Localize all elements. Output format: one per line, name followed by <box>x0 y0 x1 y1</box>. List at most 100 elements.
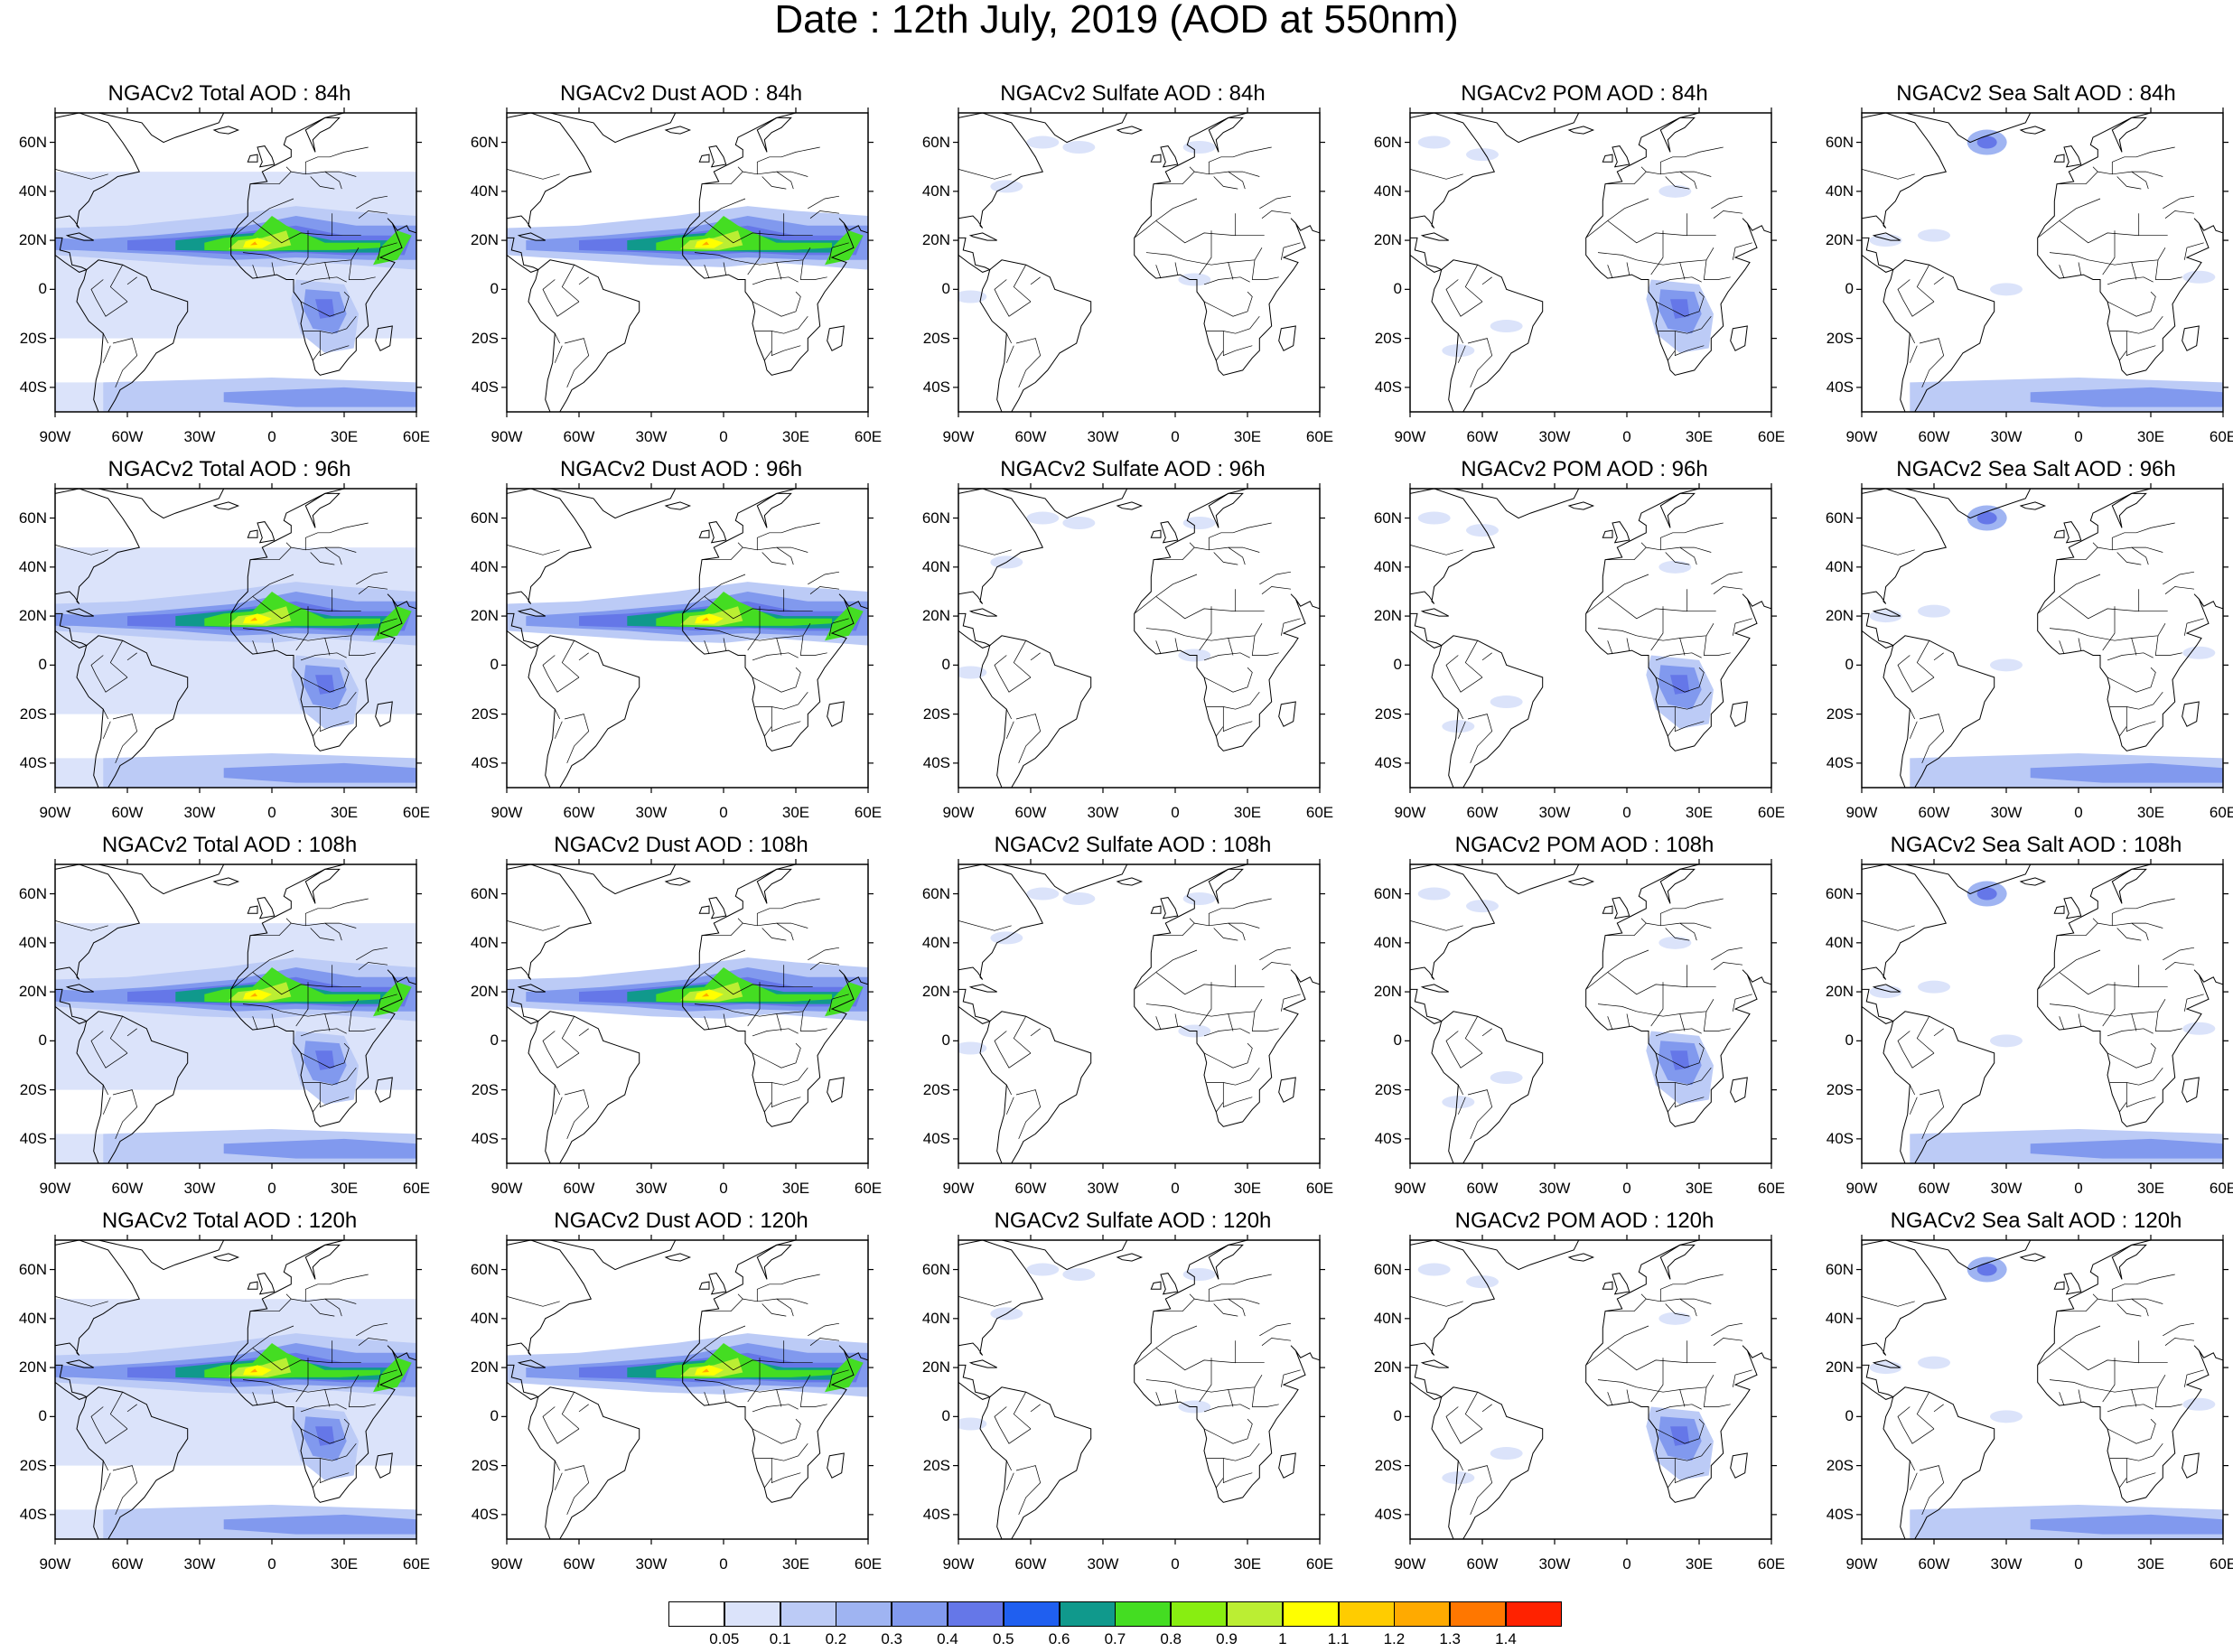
lat-tick-label: 60N <box>1825 133 1854 151</box>
lon-tick-label: 90W <box>1394 804 1426 821</box>
lon-tick-label: 90W <box>942 1180 975 1197</box>
colorbar-box <box>1282 1601 1339 1627</box>
lat-tick-label: 0 <box>38 656 47 674</box>
lon-tick-label: 0 <box>1171 1555 1180 1573</box>
panel-title: NGACv2 Sea Salt AOD : 84h <box>1896 81 2176 106</box>
colorbar-box <box>724 1601 780 1627</box>
map-panel-sulfate-0: NGACv2 Sulfate AOD : 84h 60N 40N 20N 0 20S 40S… <box>907 81 1359 457</box>
lon-tick-label: 0 <box>2074 1180 2083 1197</box>
lon-tick-label: 30E <box>1685 804 1714 821</box>
lon-tick-label: 30E <box>1233 804 1262 821</box>
lat-tick-label: 40N <box>921 933 950 951</box>
lon-tick-label: 60E <box>1305 1555 1334 1573</box>
map-frame <box>1409 1239 1772 1540</box>
lat-tick-label: 40S <box>471 1505 499 1523</box>
map-frame <box>1409 863 1772 1164</box>
lat-tick-label: 20S <box>1826 705 1854 723</box>
aod-field <box>1862 113 2223 412</box>
map-panel-salt-3: NGACv2 Sea Salt AOD : 120h 60N 40N 20N 0 20S 4… <box>1810 1209 2233 1584</box>
map-panel-total-0: NGACv2 Total AOD : 84h 60N 40N 20N 0 20S 40S 90… <box>4 81 455 457</box>
colorbar-box <box>1171 1601 1228 1627</box>
map-canvas <box>1405 1235 1777 1545</box>
lat-tick-label: 20N <box>1825 607 1854 625</box>
lat-tick-label: 20N <box>1373 231 1402 249</box>
lon-tick-label: 30E <box>781 1180 810 1197</box>
lat-tick-label: 40S <box>1826 378 1854 396</box>
lon-tick-label: 90W <box>1845 804 1878 821</box>
lat-tick-label: 0 <box>1845 280 1854 298</box>
colorbar-label: 0.7 <box>1104 1630 1126 1647</box>
lon-tick-label: 60E <box>1305 428 1334 445</box>
coastlines <box>1862 1240 2223 1539</box>
lon-tick-label: 60W <box>1918 1180 1950 1197</box>
coastlines <box>1410 489 1771 788</box>
lat-tick-label: 40S <box>922 1505 950 1523</box>
aod-field <box>1862 864 2223 1163</box>
aod-field <box>1862 489 2223 788</box>
map-canvas <box>501 107 874 417</box>
lat-tick-label: 40S <box>19 753 47 771</box>
lat-tick-label: 40N <box>1825 557 1854 575</box>
lon-tick-label: 60W <box>1466 804 1499 821</box>
colorbar-label: 0.3 <box>881 1630 902 1647</box>
lon-tick-label: 30E <box>781 428 810 445</box>
colorbar-label: 0.8 <box>1160 1630 1182 1647</box>
colorbar-box <box>1059 1601 1116 1627</box>
map-canvas <box>953 859 1325 1169</box>
lat-tick-label: 20N <box>18 607 47 625</box>
lat-tick-label: 60N <box>1825 1260 1854 1278</box>
lat-tick-label: 0 <box>941 1407 950 1425</box>
map-frame <box>54 488 417 789</box>
lon-tick-label: 30E <box>330 1555 359 1573</box>
map-canvas <box>501 1235 874 1545</box>
lat-tick-label: 60N <box>470 884 499 902</box>
lat-tick-label: 60N <box>18 884 47 902</box>
lat-tick-label: 0 <box>490 1031 499 1050</box>
panel-title: NGACv2 Dust AOD : 108h <box>554 833 808 857</box>
colorbar-label: 0.5 <box>992 1630 1014 1647</box>
lon-tick-label: 30W <box>183 428 216 445</box>
coastlines <box>1862 113 2223 412</box>
coastlines <box>958 489 1320 788</box>
lat-tick-label: 40N <box>470 182 499 200</box>
lat-tick-label: 0 <box>1393 656 1402 674</box>
aod-field <box>1410 864 1771 1163</box>
map-canvas <box>1856 859 2228 1169</box>
lon-tick-label: 90W <box>1845 1180 1878 1197</box>
lon-tick-label: 30E <box>1685 428 1714 445</box>
lat-tick-label: 40N <box>470 557 499 575</box>
panel-title: NGACv2 Total AOD : 84h <box>107 81 351 106</box>
coastlines <box>958 113 1320 412</box>
lon-tick-label: 90W <box>491 428 523 445</box>
map-frame <box>54 112 417 413</box>
lon-tick-label: 0 <box>1171 428 1180 445</box>
coastlines <box>55 113 416 412</box>
coastlines <box>1862 864 2223 1163</box>
colorbar-box <box>892 1601 948 1627</box>
lon-tick-label: 30W <box>1990 804 2023 821</box>
colorbar-label: 0.05 <box>709 1630 740 1647</box>
map-panel-total-2: NGACv2 Total AOD : 108h 60N 40N 20N 0 20S 40S 9… <box>4 833 455 1209</box>
map-panel-sulfate-2: NGACv2 Sulfate AOD : 108h 60N 40N 20N 0 20S 40… <box>907 833 1359 1209</box>
lon-tick-label: 60E <box>854 1555 883 1573</box>
coastlines <box>1410 113 1771 412</box>
lat-tick-label: 0 <box>941 656 950 674</box>
lon-tick-label: 60E <box>854 428 883 445</box>
lon-tick-label: 30E <box>330 1180 359 1197</box>
lat-tick-label: 60N <box>921 1260 950 1278</box>
lat-tick-label: 60N <box>470 133 499 151</box>
lon-tick-label: 60E <box>1757 1555 1786 1573</box>
coastlines <box>1410 1240 1771 1539</box>
aod-field <box>55 113 416 412</box>
lat-tick-label: 40N <box>1825 182 1854 200</box>
coastlines <box>958 864 1320 1163</box>
coastlines <box>1410 864 1771 1163</box>
lat-tick-label: 20S <box>471 1080 499 1098</box>
lat-tick-label: 0 <box>1845 656 1854 674</box>
panel-title: NGACv2 Dust AOD : 84h <box>559 81 803 106</box>
colorbar-box <box>836 1601 892 1627</box>
map-panel-pom-3: NGACv2 POM AOD : 120h 60N 40N 20N 0 20S 40S 90W… <box>1359 1209 1810 1584</box>
lat-tick-label: 20N <box>1373 983 1402 1001</box>
panel-title: NGACv2 POM AOD : 120h <box>1454 1209 1714 1233</box>
lon-tick-label: 30E <box>1233 1180 1262 1197</box>
